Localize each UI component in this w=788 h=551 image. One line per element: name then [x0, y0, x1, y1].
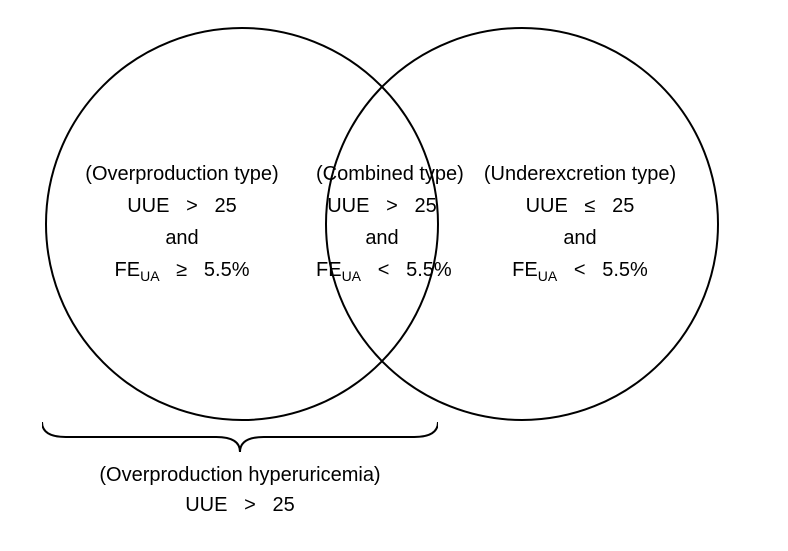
- region-center-line3: FEUA < 5.5%: [316, 254, 448, 287]
- text: 5.5%: [406, 259, 452, 281]
- curly-brace-icon: [42, 420, 438, 454]
- region-left: (Overproduction type) UUE > 25 and FEUA …: [62, 158, 302, 287]
- text: ≥: [176, 259, 187, 281]
- region-center-title: (Combined type): [316, 158, 448, 190]
- region-right-line1: UUE ≤ 25: [458, 190, 702, 222]
- text: 25: [612, 195, 634, 217]
- text: UUE: [127, 195, 169, 217]
- text: <: [378, 259, 390, 281]
- text: [601, 195, 607, 217]
- text: [367, 259, 373, 281]
- text: [203, 195, 209, 217]
- region-right-line2: and: [458, 222, 702, 254]
- text: UUE: [185, 494, 227, 516]
- text: [165, 259, 171, 281]
- text: [261, 494, 267, 516]
- text: ≤: [585, 195, 596, 217]
- text: >: [244, 494, 256, 516]
- text: <: [574, 259, 586, 281]
- text: 25: [215, 195, 237, 217]
- region-right-line3: FEUA < 5.5%: [458, 254, 702, 287]
- subscript: UA: [538, 268, 557, 284]
- text: [403, 195, 409, 217]
- text: >: [186, 195, 198, 217]
- text: 25: [415, 195, 437, 217]
- text: FE: [316, 259, 342, 281]
- bottom-label: (Overproduction hyperuricemia) UUE > 25: [90, 460, 390, 520]
- subscript: UA: [342, 268, 361, 284]
- bottom-label-line1: UUE > 25: [90, 490, 390, 520]
- curly-brace-svg: [42, 420, 438, 454]
- text: 5.5%: [204, 259, 250, 281]
- region-left-line2: and: [62, 222, 302, 254]
- region-right: (Underexcretion type) UUE ≤ 25 and FEUA …: [458, 158, 702, 287]
- text: [573, 195, 579, 217]
- text: FE: [512, 259, 538, 281]
- region-center-line1: UUE > 25: [316, 190, 448, 222]
- text: FE: [115, 259, 141, 281]
- text: [193, 259, 199, 281]
- curly-brace-path: [42, 422, 438, 452]
- text: UUE: [526, 195, 568, 217]
- text: UUE: [327, 195, 369, 217]
- region-left-line1: UUE > 25: [62, 190, 302, 222]
- text: 5.5%: [602, 259, 648, 281]
- text: [563, 259, 569, 281]
- text: [233, 494, 239, 516]
- region-center-line2: and: [316, 222, 448, 254]
- bottom-label-title: (Overproduction hyperuricemia): [90, 460, 390, 490]
- venn-stage: (Overproduction type) UUE > 25 and FEUA …: [0, 0, 788, 551]
- text: [591, 259, 597, 281]
- text: [175, 195, 181, 217]
- text: >: [386, 195, 398, 217]
- region-left-title: (Overproduction type): [62, 158, 302, 190]
- region-center: (Combined type) UUE > 25 and FEUA < 5.5%: [316, 158, 448, 287]
- region-left-line3: FEUA ≥ 5.5%: [62, 254, 302, 287]
- subscript: UA: [140, 268, 159, 284]
- text: [395, 259, 401, 281]
- text: 25: [273, 494, 295, 516]
- region-right-title: (Underexcretion type): [458, 158, 702, 190]
- text: [375, 195, 381, 217]
